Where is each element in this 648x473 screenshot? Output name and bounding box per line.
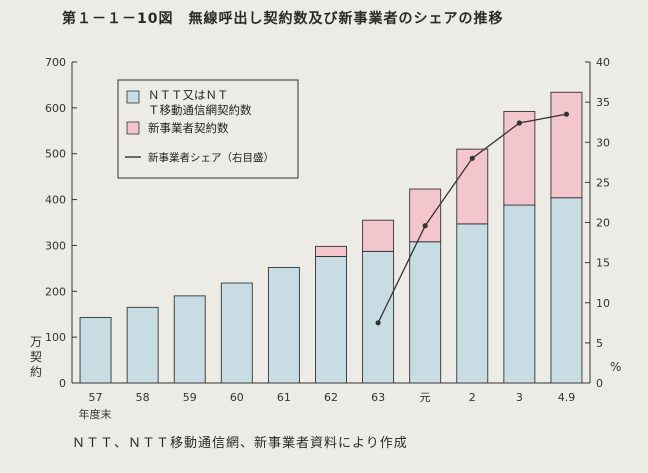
x-tick-label: 60 <box>230 391 244 404</box>
x-tick-label: 61 <box>277 391 291 404</box>
bar-ntt <box>550 197 583 384</box>
bar-ntt <box>409 241 442 384</box>
y-tick-label: 0 <box>59 377 66 390</box>
share-point <box>375 320 381 326</box>
x-tick-label: 4.9 <box>558 391 576 404</box>
legend-label-share: 新事業者シェア（右目盛） <box>148 151 274 164</box>
bar-ntt <box>315 255 347 384</box>
y-tick-label: 100 <box>45 331 66 344</box>
y-tick-label: 500 <box>45 148 66 161</box>
x-tick-label: 62 <box>324 391 338 404</box>
legend-label-ntt-line1: ＮＴＴ又はＮＴ <box>148 88 229 102</box>
bar-new-entrant <box>456 148 489 225</box>
y2-tick-label: 35 <box>596 96 610 109</box>
bar-new-entrant <box>550 91 583 199</box>
bar-ntt <box>456 223 489 384</box>
y-unit-char-3: 約 <box>30 364 42 379</box>
share-point <box>563 111 570 117</box>
y2-tick-label: 5 <box>596 337 603 350</box>
x-tick-label: 58 <box>136 391 150 404</box>
x-tick-label: 元 <box>420 391 431 404</box>
y2-tick-label: 15 <box>596 257 610 270</box>
bar-new-entrant <box>362 219 395 252</box>
bar-new-entrant <box>503 111 536 206</box>
chart-title: 第１－１－10図 無線呼出し契約数及び新事業者のシェアの推移 <box>62 11 504 27</box>
source-note: ＮＴＴ、ＮＴＴ移動通信網、新事業者資料により作成 <box>72 436 408 451</box>
ticks-group: 0 100 200 300 400 500 600 700 0 5 10 15 20 25 30 35 40 57… <box>45 56 610 404</box>
bar-ntt <box>362 250 395 384</box>
y2-tick-label: 10 <box>596 297 610 310</box>
legend-label-ntt-line2: Ｔ移動通信網契約数 <box>148 103 252 117</box>
legend: ＮＴＴ又はＮＴ Ｔ移動通信網契約数 新事業者契約数 新事業者シェア（右目盛） <box>117 79 299 179</box>
x-tick-label: 3 <box>516 391 523 404</box>
share-point <box>422 223 428 229</box>
y2-tick-label: 40 <box>596 56 610 69</box>
legend-box <box>117 79 299 179</box>
y2-tick-label: 20 <box>596 217 610 230</box>
y2-unit-label: % <box>610 360 621 374</box>
y2-tick-label: 30 <box>596 136 610 149</box>
bar-ntt <box>503 204 536 384</box>
bar-ntt <box>126 306 159 384</box>
bar-ntt <box>267 266 300 384</box>
share-point <box>469 155 475 161</box>
x-unit-label: 年度末 <box>79 407 112 421</box>
legend-swatch-new <box>126 121 140 135</box>
bars-group <box>79 91 583 384</box>
bar-ntt <box>173 295 206 384</box>
x-tick-label: 57 <box>89 391 103 404</box>
x-tick-label: 63 <box>371 391 385 404</box>
share-line-group <box>375 111 570 326</box>
bar-ntt <box>79 316 112 384</box>
bar-new-entrant <box>409 188 442 243</box>
y-unit-char-2: 契 <box>30 350 42 364</box>
bar-new-entrant <box>315 245 347 257</box>
y-tick-label: 200 <box>45 285 66 298</box>
y2-tick-label: 25 <box>596 176 610 189</box>
y-tick-label: 700 <box>45 56 66 69</box>
legend-swatch-ntt <box>126 90 140 104</box>
y-tick-label: 400 <box>45 194 66 207</box>
y-tick-label: 600 <box>45 102 66 115</box>
y2-tick-label: 0 <box>596 377 603 390</box>
y-unit-char-1: 万 <box>30 335 42 349</box>
y-tick-label: 300 <box>45 239 66 252</box>
units-group: 万 契 約 % 年度末 <box>30 335 621 421</box>
share-point <box>516 120 522 126</box>
x-tick-label: 2 <box>469 391 476 404</box>
x-tick-label: 59 <box>183 391 197 404</box>
legend-label-new: 新事業者契約数 <box>148 121 229 135</box>
bar-ntt <box>220 282 253 384</box>
